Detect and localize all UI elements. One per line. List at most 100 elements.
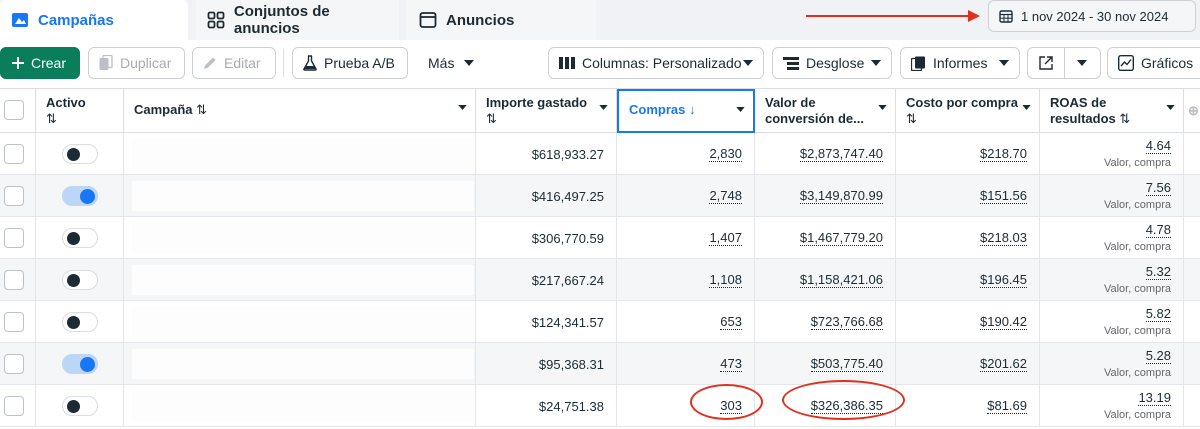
header-campaign[interactable]: Campaña ⇅: [124, 89, 476, 133]
campaign-name-cell[interactable]: [124, 259, 476, 301]
roas-cell[interactable]: 5.32 Valor, compra: [1040, 259, 1184, 301]
caret-down-icon[interactable]: [1166, 105, 1175, 110]
roas-cell[interactable]: 13.19 Valor, compra: [1040, 385, 1184, 427]
purchases-cell[interactable]: 2,830: [617, 133, 755, 175]
purchases-cell[interactable]: 653: [617, 301, 755, 343]
row-checkbox[interactable]: [4, 312, 24, 332]
cost-per-purchase-cell[interactable]: $218.70: [896, 133, 1040, 175]
export-menu-caret[interactable]: [1064, 48, 1100, 78]
cost-per-purchase-value[interactable]: $218.03: [980, 229, 1027, 246]
caret-down-icon[interactable]: [599, 105, 608, 110]
row-checkbox[interactable]: [4, 186, 24, 206]
conversion-value-cell[interactable]: $1,158,421.06: [755, 259, 896, 301]
conversion-value-cell[interactable]: $2,873,747.40: [755, 133, 896, 175]
campaign-name-cell[interactable]: [124, 133, 476, 175]
conversion-value[interactable]: $1,158,421.06: [799, 271, 883, 288]
purchases-value[interactable]: 653: [720, 313, 742, 330]
conversion-value-cell[interactable]: $3,149,870.99: [755, 175, 896, 217]
active-toggle[interactable]: [62, 228, 98, 248]
roas-value[interactable]: 5.28: [1145, 348, 1171, 364]
cost-per-purchase-value[interactable]: $151.56: [980, 187, 1027, 204]
conversion-value[interactable]: $723,766.68: [810, 313, 883, 330]
cost-per-purchase-cell[interactable]: $190.42: [896, 301, 1040, 343]
active-toggle[interactable]: [62, 144, 98, 164]
add-column-icon[interactable]: ⊕: [1188, 103, 1199, 118]
edit-button[interactable]: Editar: [192, 47, 276, 79]
purchases-value[interactable]: 1,108: [709, 271, 742, 288]
table-row[interactable]: $95,368.31 473 $503,775.40 $201.62 5.28 Valor…: [0, 343, 1200, 385]
select-all-checkbox[interactable]: [4, 100, 24, 120]
tab-ad-sets[interactable]: Conjuntos de anuncios: [196, 0, 399, 40]
campaign-name-cell[interactable]: [124, 301, 476, 343]
table-row[interactable]: $124,341.57 653 $723,766.68 $190.42 5.82 Valo…: [0, 301, 1200, 343]
purchases-cell[interactable]: 473: [617, 343, 755, 385]
date-range-picker[interactable]: 1 nov 2024 - 30 nov 2024: [988, 0, 1196, 32]
table-row[interactable]: $217,667.24 1,108 $1,158,421.06 $196.45 5.32…: [0, 259, 1200, 301]
tab-campaigns[interactable]: Campañas: [0, 0, 188, 40]
table-row[interactable]: $618,933.27 2,830 $2,873,747.40 $218.70 4.64…: [0, 133, 1200, 175]
cost-per-purchase-value[interactable]: $190.42: [980, 313, 1027, 330]
conversion-value[interactable]: $2,873,747.40: [799, 145, 883, 162]
row-checkbox[interactable]: [4, 144, 24, 164]
create-button[interactable]: Crear: [0, 47, 80, 79]
cost-per-purchase-cell[interactable]: $81.69: [896, 385, 1040, 427]
header-purchases[interactable]: Compras ↓: [617, 89, 755, 133]
roas-cell[interactable]: 4.64 Valor, compra: [1040, 133, 1184, 175]
cost-per-purchase-cell[interactable]: $151.56: [896, 175, 1040, 217]
conversion-value[interactable]: $3,149,870.99: [799, 187, 883, 204]
row-checkbox[interactable]: [4, 270, 24, 290]
reports-button[interactable]: Informes: [900, 47, 1020, 79]
header-roas[interactable]: ROAS de resultados ⇅: [1040, 89, 1184, 133]
active-toggle[interactable]: [62, 186, 98, 206]
header-conversion-value[interactable]: Valor de conversión de...: [755, 89, 896, 133]
roas-cell[interactable]: 5.28 Valor, compra: [1040, 343, 1184, 385]
cost-per-purchase-value[interactable]: $81.69: [987, 397, 1027, 414]
roas-value[interactable]: 4.78: [1145, 222, 1171, 238]
campaign-name-cell[interactable]: [124, 343, 476, 385]
caret-down-icon[interactable]: [1022, 105, 1031, 110]
table-row[interactable]: $416,497.25 2,748 $3,149,870.99 $151.56 7.56…: [0, 175, 1200, 217]
row-checkbox[interactable]: [4, 354, 24, 374]
active-toggle[interactable]: [62, 354, 98, 374]
duplicate-button[interactable]: Duplicar: [88, 47, 185, 79]
conversion-value[interactable]: $1,467,779.20: [799, 229, 883, 246]
ab-test-button[interactable]: Prueba A/B: [292, 47, 408, 79]
cost-per-purchase-cell[interactable]: $196.45: [896, 259, 1040, 301]
roas-value[interactable]: 7.56: [1145, 180, 1171, 196]
roas-cell[interactable]: 5.82 Valor, compra: [1040, 301, 1184, 343]
roas-value[interactable]: 5.82: [1145, 306, 1171, 322]
cost-per-purchase-cell[interactable]: $218.03: [896, 217, 1040, 259]
caret-down-icon[interactable]: [878, 105, 887, 110]
roas-value[interactable]: 4.64: [1145, 138, 1171, 154]
purchases-cell[interactable]: 1,108: [617, 259, 755, 301]
columns-button[interactable]: Columnas: Personalizado: [548, 47, 764, 79]
campaign-name-cell[interactable]: [124, 175, 476, 217]
campaign-name-cell[interactable]: [124, 217, 476, 259]
header-active[interactable]: Activo ⇅: [36, 89, 124, 133]
active-toggle[interactable]: [62, 312, 98, 332]
conversion-value[interactable]: $503,775.40: [810, 355, 883, 372]
table-row[interactable]: $24,751.38 303 $326,386.35 $81.69 13.19 Valor…: [0, 385, 1200, 427]
conversion-value-cell[interactable]: $1,467,779.20: [755, 217, 896, 259]
purchases-value[interactable]: 473: [720, 355, 742, 372]
purchases-value[interactable]: 2,748: [709, 187, 742, 204]
roas-value[interactable]: 5.32: [1145, 264, 1171, 280]
export-button[interactable]: [1027, 47, 1101, 79]
more-button[interactable]: Más: [418, 47, 488, 79]
row-checkbox[interactable]: [4, 228, 24, 248]
active-toggle[interactable]: [62, 396, 98, 416]
purchases-cell[interactable]: 2,748: [617, 175, 755, 217]
row-checkbox[interactable]: [4, 396, 24, 416]
header-cost-per-purchase[interactable]: Costo por compra ⇅: [896, 89, 1040, 133]
caret-down-icon[interactable]: [736, 107, 745, 112]
cost-per-purchase-value[interactable]: $201.62: [980, 355, 1027, 372]
conversion-value-cell[interactable]: $503,775.40: [755, 343, 896, 385]
graphs-button[interactable]: Gráficos: [1107, 47, 1200, 79]
cost-per-purchase-cell[interactable]: $201.62: [896, 343, 1040, 385]
tab-ads[interactable]: Anuncios: [406, 0, 596, 40]
table-row[interactable]: $306,770.59 1,407 $1,467,779.20 $218.03 4.78…: [0, 217, 1200, 259]
header-amount-spent[interactable]: Importe gastado ⇅: [476, 89, 617, 133]
campaign-name-cell[interactable]: [124, 385, 476, 427]
breakdown-button[interactable]: Desglose: [772, 47, 892, 79]
purchases-value[interactable]: 1,407: [709, 229, 742, 246]
